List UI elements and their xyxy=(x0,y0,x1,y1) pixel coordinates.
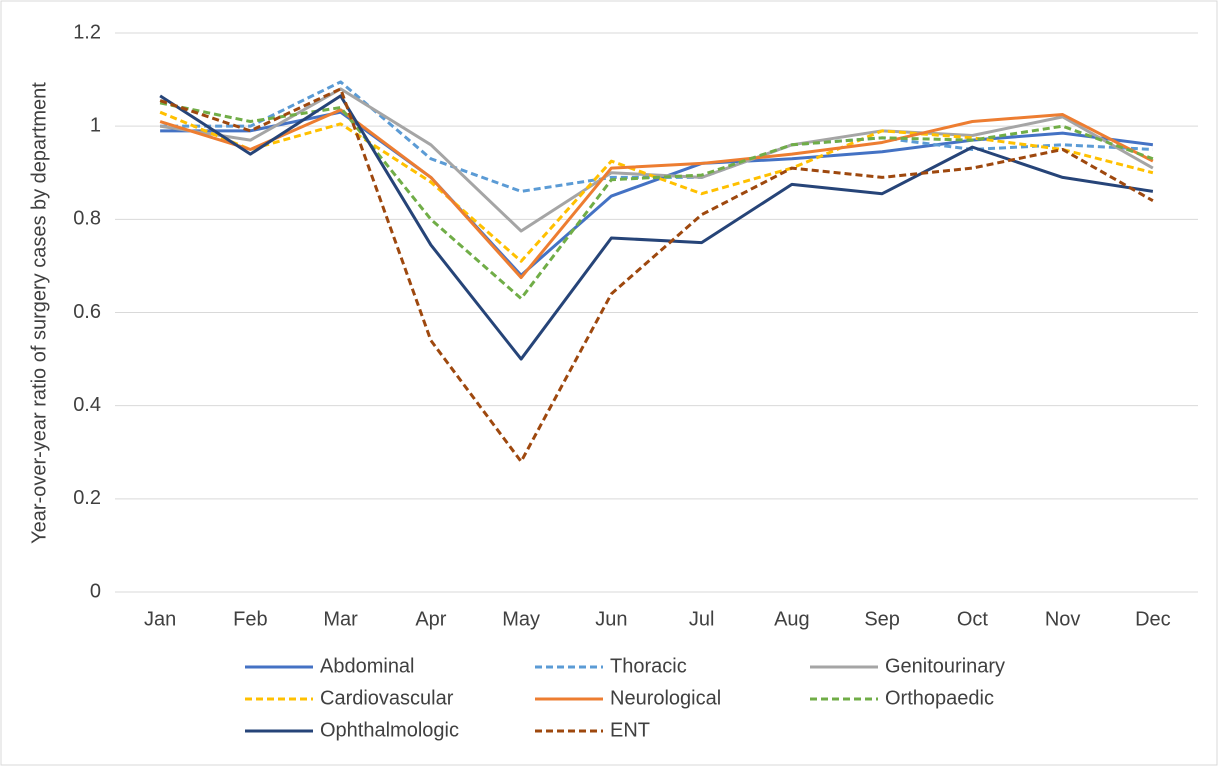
x-tick-label: Mar xyxy=(323,608,358,630)
y-tick-label: 1.2 xyxy=(73,21,101,43)
series-line xyxy=(159,110,1154,263)
series-line xyxy=(159,108,1154,280)
x-tick-label: May xyxy=(502,608,540,630)
legend-label: Genitourinary xyxy=(885,655,1005,677)
y-tick-label: 0.2 xyxy=(73,487,101,509)
x-tick-label: Dec xyxy=(1135,608,1171,630)
x-tick-label: Aug xyxy=(774,608,810,630)
legend-label: Abdominal xyxy=(320,655,415,677)
series-line xyxy=(159,87,1154,464)
x-tick-label: Oct xyxy=(957,608,989,630)
legend-label: Thoracic xyxy=(610,655,687,677)
legend-label: Cardiovascular xyxy=(320,687,454,709)
series-line xyxy=(159,101,1154,301)
x-tick-label: Feb xyxy=(233,608,267,630)
x-tick-label: Jan xyxy=(144,608,176,630)
legend-label: Orthopaedic xyxy=(885,687,994,709)
y-tick-label: 0.8 xyxy=(73,208,101,230)
x-tick-label: Sep xyxy=(864,608,900,630)
y-tick-label: 0.4 xyxy=(73,394,101,416)
x-tick-label: Jun xyxy=(595,608,627,630)
x-tick-label: Nov xyxy=(1045,608,1081,630)
y-tick-label: 1 xyxy=(90,114,101,136)
legend-label: Ophthalmologic xyxy=(320,719,459,741)
y-tick-label: 0 xyxy=(90,580,101,602)
y-axis-label: Year-over-year ratio of surgery cases by… xyxy=(28,82,50,544)
legend-label: Neurological xyxy=(610,687,721,709)
x-tick-label: Apr xyxy=(415,608,446,630)
y-tick-label: 0.6 xyxy=(73,301,101,323)
x-tick-label: Jul xyxy=(689,608,715,630)
series-line xyxy=(159,94,1154,361)
legend-label: ENT xyxy=(610,719,650,741)
